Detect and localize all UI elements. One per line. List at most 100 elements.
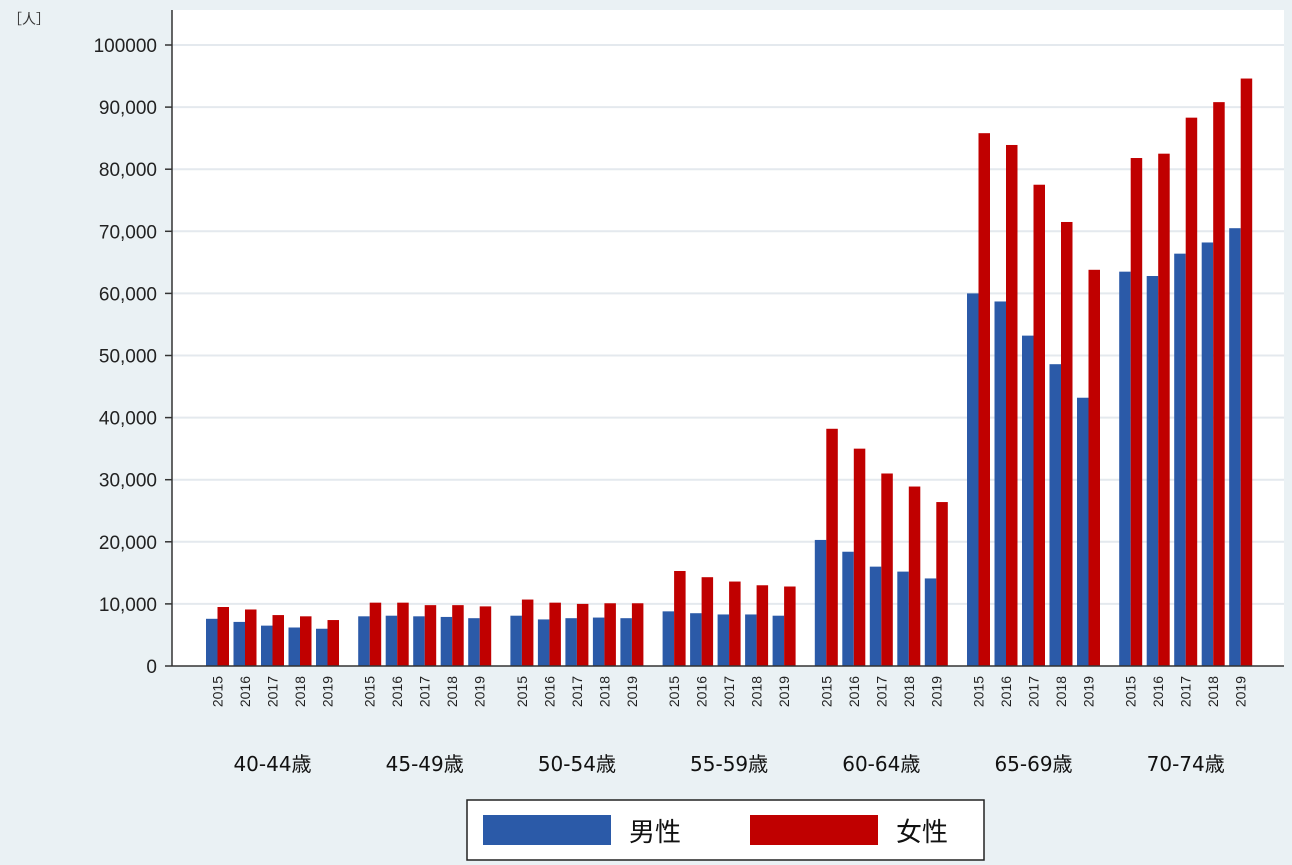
x-year-label: 2019 [320, 676, 336, 707]
bar-male [620, 618, 632, 666]
x-year-label: 2015 [210, 676, 226, 707]
x-year-label: 2017 [1178, 676, 1194, 707]
x-year-label: 2015 [971, 676, 987, 707]
x-year-label: 2016 [541, 676, 557, 707]
x-year-label: 2018 [292, 676, 308, 707]
y-tick-label: 0 [146, 657, 157, 678]
x-year-label: 2018 [596, 676, 612, 707]
bar-female [272, 615, 284, 666]
bar-male [924, 578, 937, 666]
bar-male [1119, 271, 1131, 666]
y-tick-label: 20,000 [99, 533, 157, 554]
bar-female [1158, 153, 1170, 667]
x-year-label: 2017 [721, 676, 737, 707]
bar-female [674, 570, 686, 666]
bar-male [233, 621, 245, 666]
bar-female [784, 586, 796, 666]
x-year-label: 2017 [569, 676, 585, 707]
bar-male [206, 618, 218, 666]
bar-male [967, 293, 979, 666]
x-group-label: 55-59歳 [690, 752, 768, 776]
x-year-label: 2016 [846, 676, 862, 707]
bar-female [908, 486, 921, 666]
bar-male [994, 301, 1006, 666]
axes [171, 10, 1284, 667]
x-group-label: 40-44歳 [233, 752, 311, 776]
bar-male [385, 615, 398, 666]
legend: 男性 女性 [466, 799, 985, 861]
x-year-label: 2019 [1233, 676, 1249, 707]
bar-female [756, 585, 769, 666]
bar-female [521, 599, 534, 666]
bar-male [537, 619, 550, 666]
x-group-label: 45-49歳 [386, 752, 464, 776]
bar-female [729, 581, 741, 666]
x-year-label: 2017 [265, 676, 281, 707]
bar-male [316, 628, 328, 666]
bar-female [604, 603, 616, 666]
x-year-label: 2019 [472, 676, 488, 707]
legend-swatch-male [483, 815, 611, 845]
bar-female [701, 577, 714, 666]
bar-male [662, 611, 675, 666]
bar-female [327, 620, 339, 666]
bar-male [897, 571, 909, 666]
y-tick-label: 40,000 [99, 409, 157, 430]
y-tick-label: 30,000 [99, 471, 157, 492]
bar-male [842, 551, 854, 666]
x-year-label: 2016 [1150, 676, 1166, 707]
bar-female [631, 603, 644, 666]
bar-male [772, 615, 785, 666]
x-year-label: 2019 [928, 676, 944, 707]
x-year-label: 2016 [694, 676, 710, 707]
x-group-label: 70-74歳 [1147, 752, 1225, 776]
bar-male [565, 618, 577, 666]
bar-female [1006, 144, 1018, 666]
bar-male [592, 617, 605, 666]
bar-female [1185, 117, 1198, 667]
y-tick-label: 80,000 [99, 160, 157, 181]
bar-female [936, 502, 948, 666]
x-year-label: 2016 [998, 676, 1014, 707]
bar-female [452, 605, 464, 666]
x-year-label: 2016 [237, 676, 253, 707]
x-year-label: 2019 [776, 676, 792, 707]
x-year-label: 2018 [749, 676, 765, 707]
legend-label-female: 女性 [896, 818, 948, 848]
bar-male [358, 616, 370, 666]
labels: ［人］ 0 10,000 20,000 30,000 40,000 50,000 60,00… [8, 12, 1249, 776]
x-year-label: 2016 [389, 676, 405, 707]
bar-male [468, 618, 480, 666]
bar-female [397, 602, 409, 666]
x-year-label: 2019 [1081, 676, 1097, 707]
legend-swatch-female [750, 815, 878, 845]
bar-male [440, 616, 453, 666]
x-year-label: 2018 [1205, 676, 1221, 707]
bars [206, 78, 1253, 667]
bar-female [300, 616, 312, 666]
bar-female [1033, 184, 1045, 666]
x-group-label: 65-69歳 [994, 752, 1072, 776]
bar-female [1130, 158, 1143, 666]
y-tick-label: 100000 [94, 36, 157, 57]
bar-female [479, 606, 492, 666]
bar-female [576, 603, 589, 666]
bar-male [261, 625, 273, 666]
plot-area [172, 10, 1284, 666]
bar-male [717, 614, 730, 666]
bar-female [1088, 269, 1100, 666]
bar-male [1174, 253, 1186, 666]
x-year-label: 2015 [818, 676, 834, 707]
y-unit-label: ［人］ [8, 12, 50, 28]
bar-male [745, 614, 757, 666]
bar-male [1146, 276, 1159, 666]
bar-female [549, 602, 561, 666]
bar-male [288, 627, 300, 666]
y-tick-label: 70,000 [99, 222, 157, 243]
bar-female [826, 428, 838, 666]
bar-male [1049, 364, 1061, 666]
bar-female [881, 473, 893, 666]
x-group-label: 60-64歳 [842, 752, 920, 776]
x-year-label: 2015 [666, 676, 682, 707]
